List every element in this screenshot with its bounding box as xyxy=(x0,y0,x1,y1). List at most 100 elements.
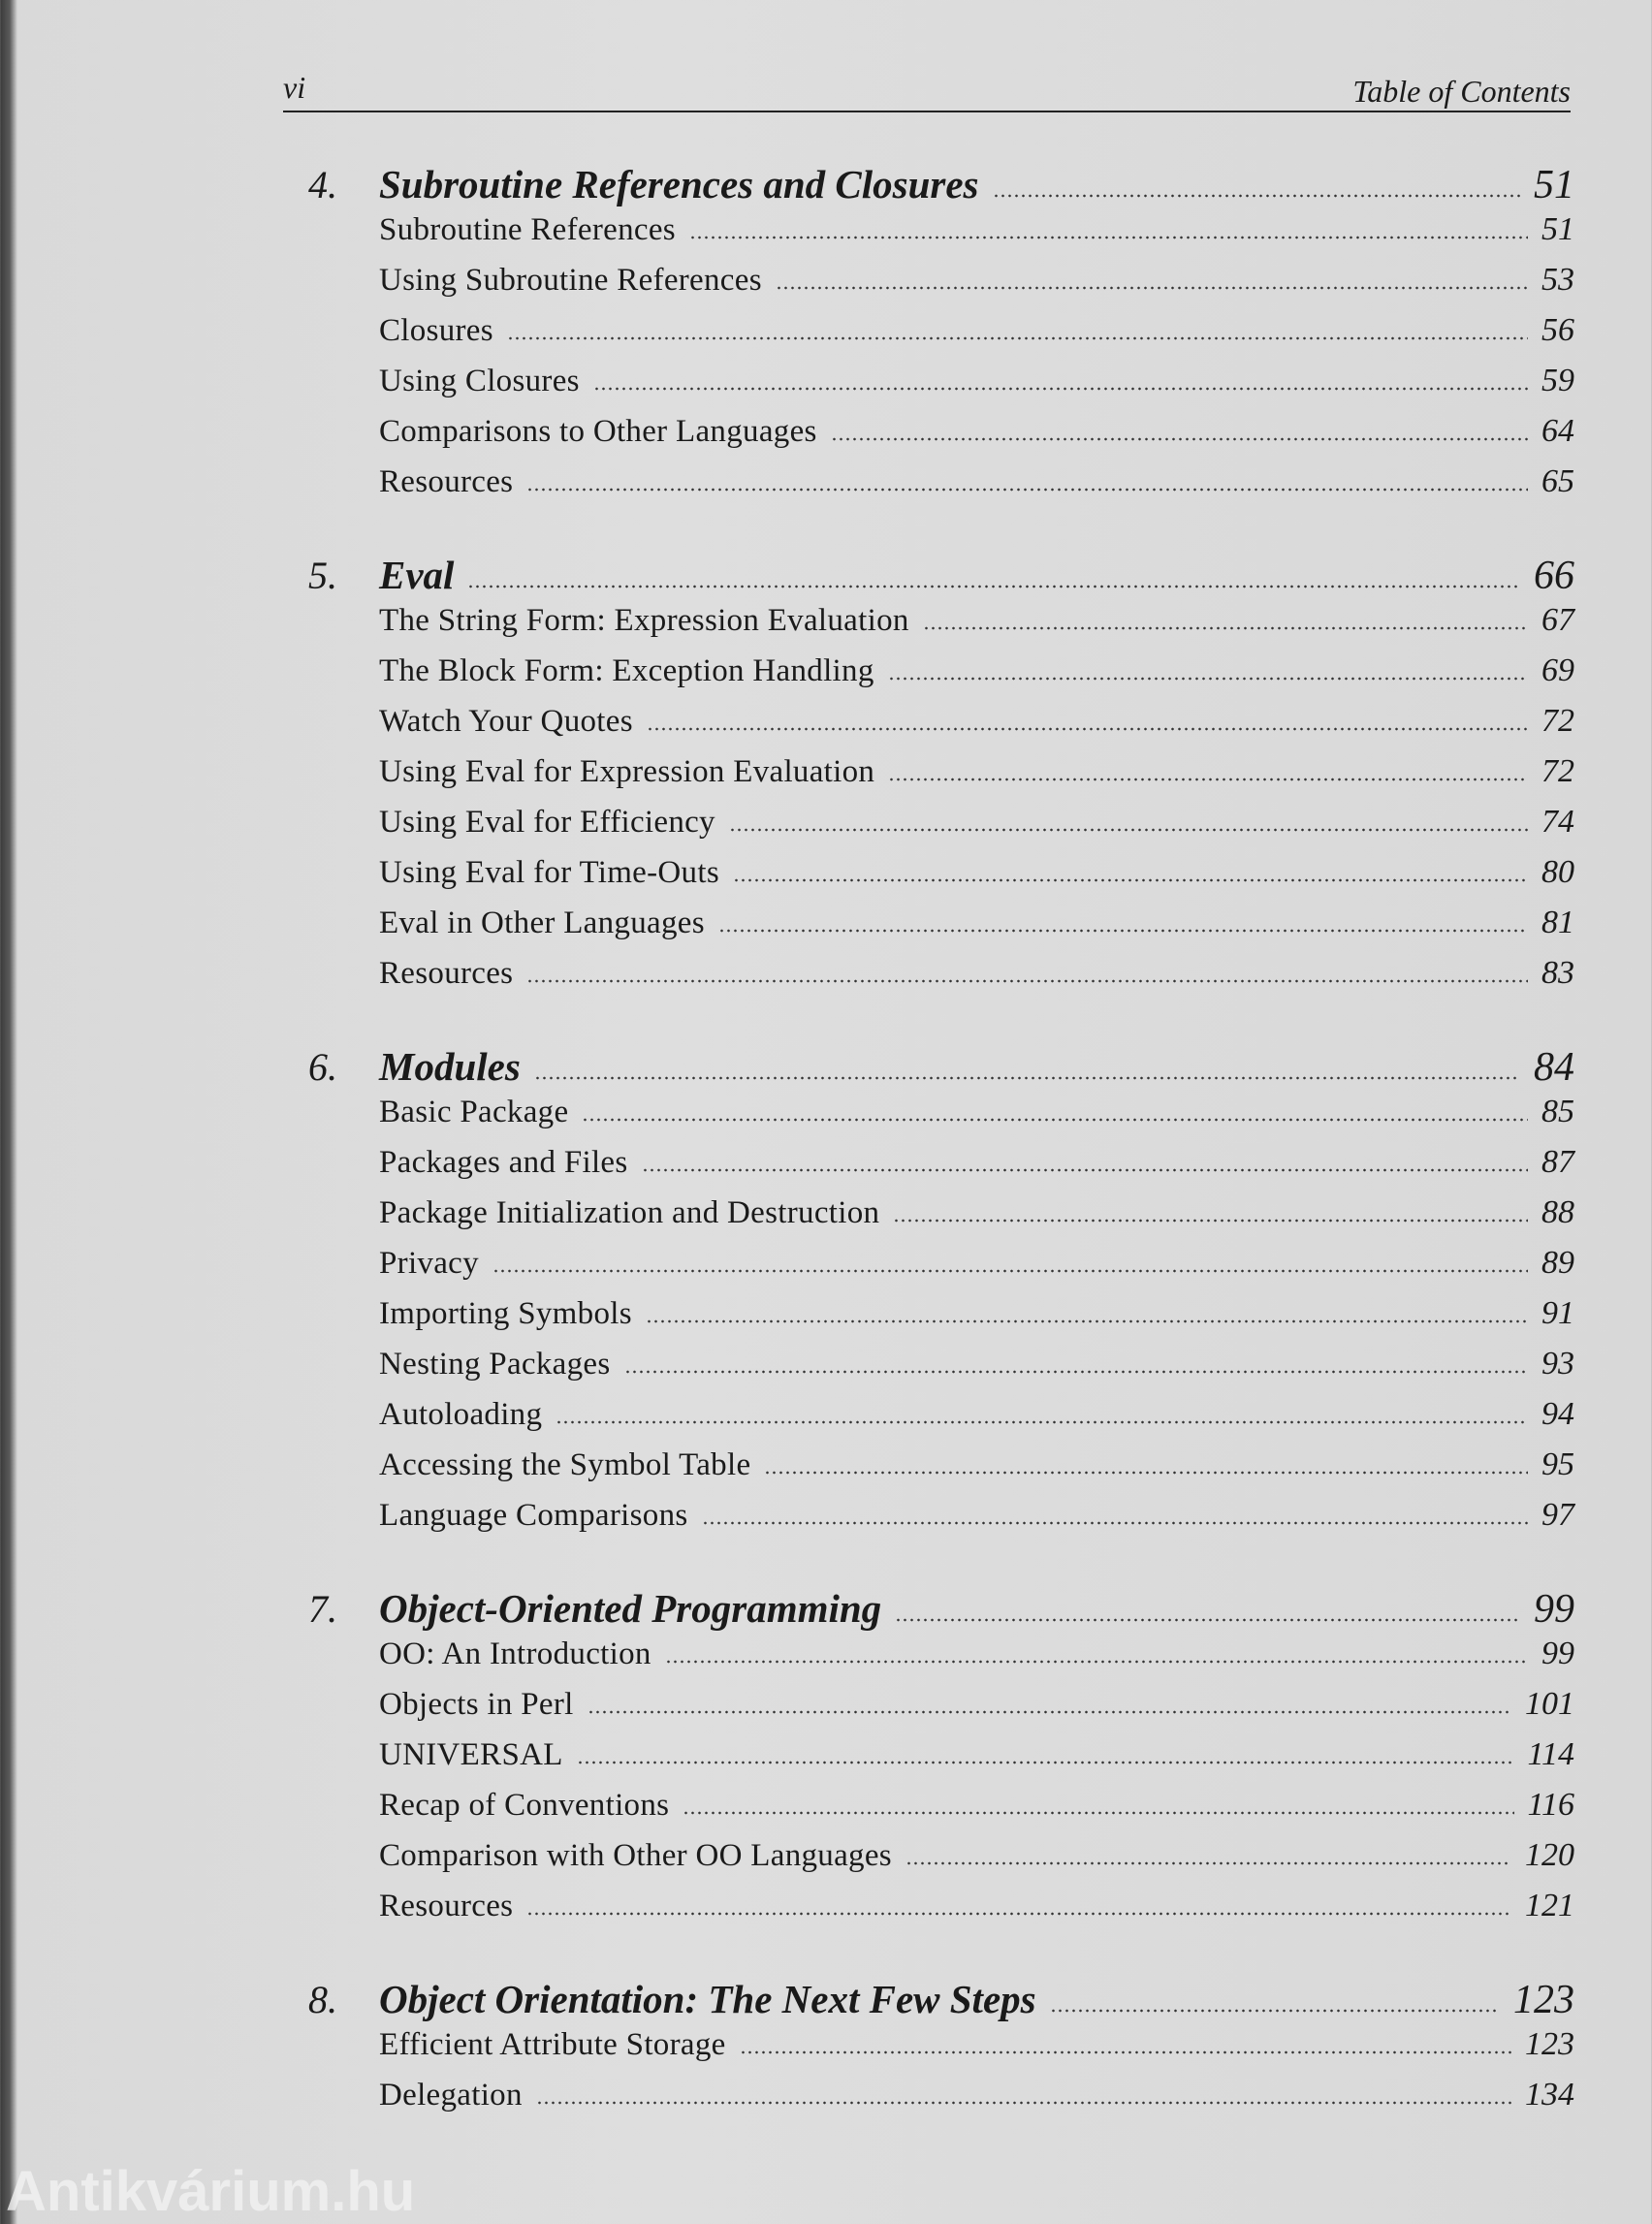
dot-leader xyxy=(492,1269,1528,1273)
watermark: Antikvárium.hu xyxy=(6,2160,416,2223)
section-title: Eval in Other Languages xyxy=(379,905,705,940)
running-title: Table of Contents xyxy=(1352,74,1571,109)
section-page: 74 xyxy=(1541,804,1574,840)
section-entry: Packages and Files 87 xyxy=(308,1144,1574,1194)
section-entry: Nesting Packages 93 xyxy=(308,1346,1574,1396)
section-entry: Watch Your Quotes 72 xyxy=(308,703,1574,753)
section-title: Comparisons to Other Languages xyxy=(379,414,817,449)
section-title: Using Eval for Expression Evaluation xyxy=(379,754,875,789)
section-page: 80 xyxy=(1541,854,1574,890)
dot-leader xyxy=(506,336,1528,340)
dot-leader xyxy=(526,1912,1511,1916)
chapter-title: Eval xyxy=(379,553,455,597)
section-entry: The String Form: Expression Evaluation 67 xyxy=(308,602,1574,652)
section-page: 65 xyxy=(1541,463,1574,499)
section-entry: Privacy 89 xyxy=(308,1245,1574,1295)
chapter-number: 4. xyxy=(308,163,337,207)
dot-leader xyxy=(592,387,1528,391)
dot-leader xyxy=(683,1811,1514,1815)
section-page: 51 xyxy=(1541,211,1574,247)
section-page: 59 xyxy=(1541,363,1574,398)
section-page: 83 xyxy=(1541,955,1574,991)
section-page: 85 xyxy=(1541,1094,1574,1129)
running-header: vi Table of Contents xyxy=(283,66,1571,112)
dot-leader xyxy=(646,727,1528,731)
section-entry: Closures 56 xyxy=(308,312,1574,363)
section-title: Language Comparisons xyxy=(379,1498,688,1533)
chapter-page: 123 xyxy=(1513,1978,1574,2022)
chapter-entry: 4. Subroutine References and Closures 51 xyxy=(308,161,1574,215)
dot-leader xyxy=(576,1761,1514,1764)
section-page: 81 xyxy=(1541,905,1574,940)
dot-leader xyxy=(775,286,1528,290)
section-title: Resources xyxy=(379,1889,514,1923)
section-title: Autoloading xyxy=(379,1397,543,1432)
chapter-entry: 5. Eval 66 xyxy=(308,552,1574,606)
dot-leader xyxy=(1049,2009,1500,2013)
chapter-block: 4. Subroutine References and Closures 51 Su… xyxy=(308,161,1574,514)
section-page: 93 xyxy=(1541,1346,1574,1382)
section-page: 72 xyxy=(1541,703,1574,739)
chapter-page: 99 xyxy=(1534,1587,1574,1632)
section-title: Delegation xyxy=(379,2078,523,2113)
section-page: 89 xyxy=(1541,1245,1574,1281)
section-title: Closures xyxy=(379,313,493,348)
section-entry: Comparisons to Other Languages 64 xyxy=(308,413,1574,463)
section-entry: Objects in Perl 101 xyxy=(308,1686,1574,1736)
dot-leader xyxy=(905,1861,1511,1865)
section-entry: Autoloading 94 xyxy=(308,1396,1574,1446)
dot-leader xyxy=(526,979,1528,983)
chapter-page: 66 xyxy=(1534,554,1574,598)
section-page: 123 xyxy=(1525,2026,1574,2062)
section-entry: Using Eval for Efficiency 74 xyxy=(308,804,1574,854)
section-page: 56 xyxy=(1541,312,1574,348)
section-page: 114 xyxy=(1527,1736,1574,1772)
section-page: 120 xyxy=(1525,1837,1574,1873)
section-page: 97 xyxy=(1541,1497,1574,1533)
section-entry: Recap of Conventions 116 xyxy=(308,1787,1574,1837)
section-title: Recap of Conventions xyxy=(379,1788,670,1823)
section-entry: Importing Symbols 91 xyxy=(308,1295,1574,1346)
section-page: 72 xyxy=(1541,753,1574,789)
section-title: Basic Package xyxy=(379,1095,569,1129)
chapter-block: 6. Modules 84 Basic Package 85 Packages and F… xyxy=(308,1043,1574,1547)
dot-leader xyxy=(888,778,1528,781)
section-page: 121 xyxy=(1525,1888,1574,1923)
section-page: 91 xyxy=(1541,1295,1574,1331)
section-entry: Efficient Attribute Storage 123 xyxy=(308,2026,1574,2077)
section-entry: Using Subroutine References 53 xyxy=(308,262,1574,312)
table-of-contents: 4. Subroutine References and Closures 51 Su… xyxy=(308,161,1574,2127)
section-entry: UNIVERSAL 114 xyxy=(308,1736,1574,1787)
section-title: Resources xyxy=(379,464,514,499)
dot-leader xyxy=(893,1219,1528,1223)
dot-leader xyxy=(739,2050,1511,2054)
section-title: Watch Your Quotes xyxy=(379,704,633,739)
section-title: Using Eval for Efficiency xyxy=(379,805,715,840)
section-entry: Package Initialization and Destruction 88 xyxy=(308,1194,1574,1245)
dot-leader xyxy=(895,1618,1520,1622)
chapter-title: Modules xyxy=(379,1044,521,1089)
dot-leader xyxy=(556,1420,1528,1424)
section-title: Privacy xyxy=(379,1246,479,1281)
section-title: Packages and Files xyxy=(379,1145,628,1180)
dot-leader xyxy=(728,828,1528,832)
section-entry: The Block Form: Exception Handling 69 xyxy=(308,652,1574,703)
dot-leader xyxy=(526,488,1528,492)
section-page: 101 xyxy=(1525,1686,1574,1722)
dot-leader xyxy=(533,1076,1520,1080)
section-page: 69 xyxy=(1541,652,1574,688)
chapter-title: Subroutine References and Closures xyxy=(379,162,979,207)
section-title: Subroutine References xyxy=(379,212,676,247)
section-page: 67 xyxy=(1541,602,1574,638)
dot-leader xyxy=(764,1471,1528,1475)
section-entry: Resources 83 xyxy=(308,955,1574,1005)
section-title: Comparison with Other OO Languages xyxy=(379,1838,892,1873)
chapter-title: Object Orientation: The Next Few Steps xyxy=(379,1977,1036,2021)
section-entry: Accessing the Symbol Table 95 xyxy=(308,1446,1574,1497)
dot-leader xyxy=(664,1660,1528,1664)
section-entry: Eval in Other Languages 81 xyxy=(308,905,1574,955)
chapter-number: 7. xyxy=(308,1587,337,1631)
chapter-number: 8. xyxy=(308,1978,337,2021)
chapter-number: 5. xyxy=(308,554,337,597)
section-entry: Delegation 134 xyxy=(308,2077,1574,2127)
